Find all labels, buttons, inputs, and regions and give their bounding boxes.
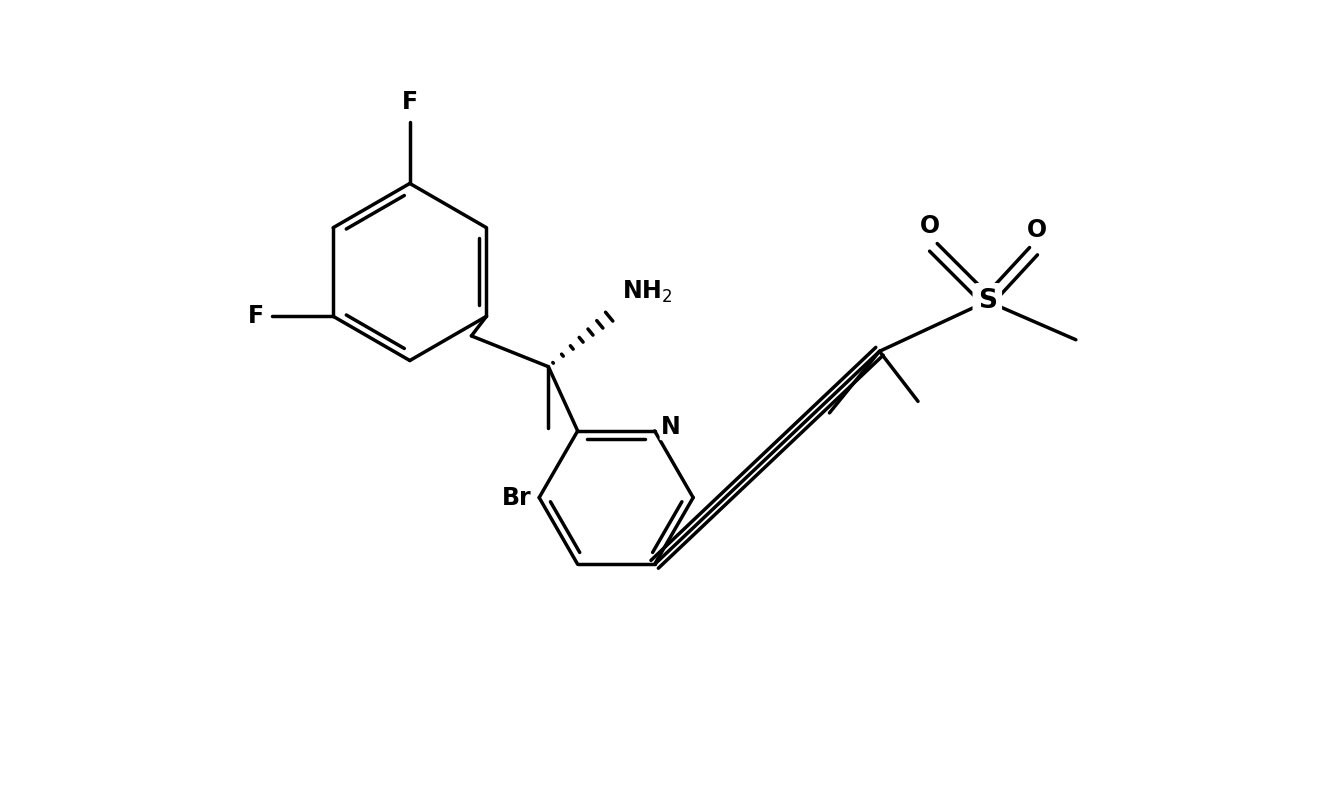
- Text: O: O: [1027, 218, 1047, 242]
- Text: F: F: [248, 305, 264, 328]
- Text: NH$_2$: NH$_2$: [621, 279, 671, 305]
- Text: Br: Br: [502, 486, 531, 509]
- Text: N: N: [660, 415, 680, 439]
- Text: O: O: [919, 214, 939, 238]
- Text: F: F: [401, 90, 417, 114]
- Text: S: S: [978, 288, 997, 314]
